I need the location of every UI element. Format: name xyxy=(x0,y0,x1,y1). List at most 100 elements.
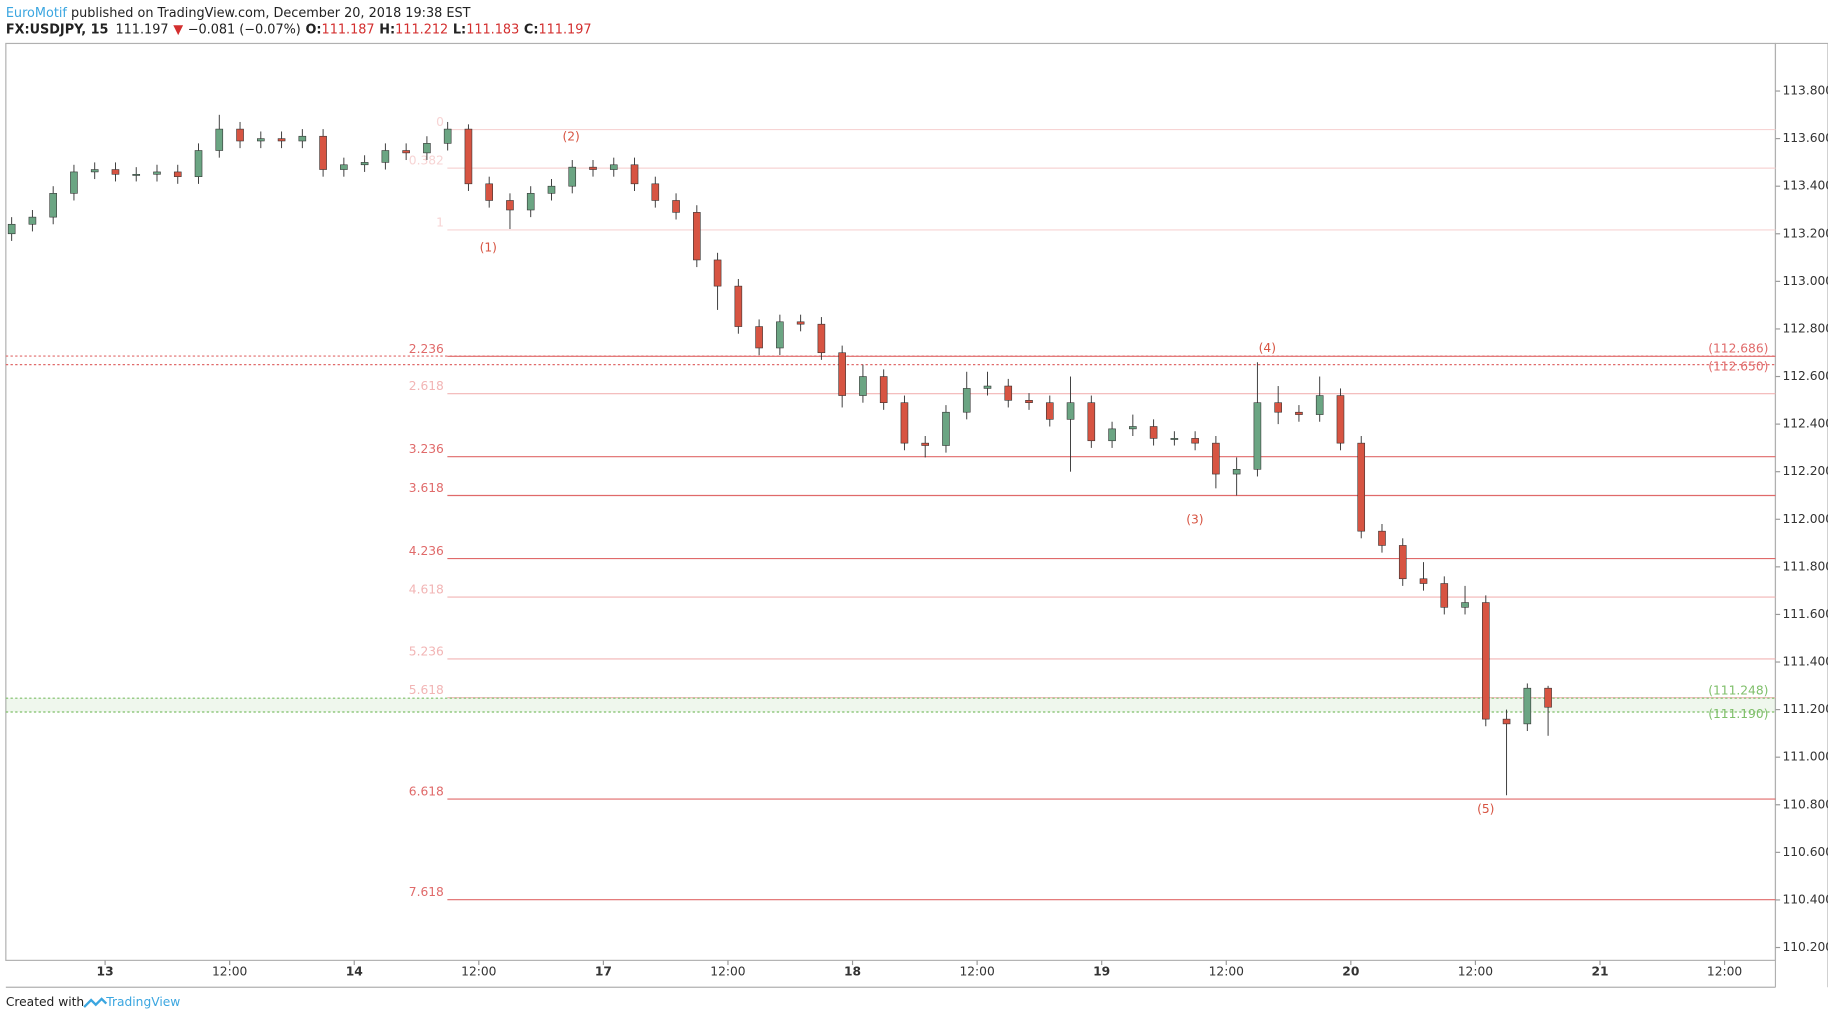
candle-body xyxy=(215,128,224,151)
candle-body xyxy=(1378,530,1386,546)
candle-body xyxy=(651,183,660,201)
fib-label: 5.618 xyxy=(409,683,444,697)
footer-brand: TradingView xyxy=(105,995,180,1009)
candle-body xyxy=(257,138,265,142)
x-tick-label: 20 xyxy=(1342,965,1359,979)
y-tick-label: 110.400 xyxy=(1782,892,1828,906)
candle-body xyxy=(526,193,535,211)
candle-body xyxy=(734,285,743,327)
candle-body xyxy=(1232,469,1241,475)
y-tick-label: 113.400 xyxy=(1782,179,1828,193)
candle-body xyxy=(1440,583,1449,608)
y-tick-label: 111.600 xyxy=(1782,607,1828,621)
candle-body xyxy=(1087,402,1096,442)
price-band xyxy=(5,698,1776,712)
candle-body xyxy=(70,171,78,194)
y-tick-label: 113.000 xyxy=(1782,274,1828,288)
fib-label: 6.618 xyxy=(409,785,444,799)
candle-body xyxy=(1398,545,1407,580)
candle-body xyxy=(319,135,327,170)
candle-body xyxy=(921,442,930,446)
candle-body xyxy=(402,150,410,154)
candle-body xyxy=(236,128,244,142)
candle-body xyxy=(1149,426,1158,439)
candle-body xyxy=(443,128,452,144)
candle-body xyxy=(132,174,141,176)
change-arrow: ▼ xyxy=(173,22,183,37)
candle-body xyxy=(506,200,514,211)
y-tick-label: 112.000 xyxy=(1782,512,1828,526)
candle-body xyxy=(609,164,618,170)
price-line-label: (112.650) xyxy=(1708,359,1768,373)
price-line-label: (112.686) xyxy=(1708,342,1768,356)
candle-body xyxy=(464,128,473,185)
candle-body xyxy=(962,388,971,413)
candle-body xyxy=(1274,402,1282,413)
fib-label: 4.236 xyxy=(409,544,444,558)
candle-body xyxy=(381,150,390,163)
footer-text: Created with xyxy=(6,995,84,1009)
candle-body xyxy=(360,162,369,166)
candle-body xyxy=(1253,402,1262,470)
wave-label: (3) xyxy=(1186,513,1203,527)
y-tick-label: 111.200 xyxy=(1782,702,1828,716)
candle-body xyxy=(49,193,57,218)
candle-body xyxy=(340,164,348,170)
last-price: 111.197 xyxy=(115,22,168,37)
candle-body xyxy=(817,323,826,354)
candle-body xyxy=(942,411,950,446)
change: −0.081 (−0.07%) xyxy=(188,22,301,37)
fib-label: 4.618 xyxy=(409,583,444,597)
ohlc-label: L: xyxy=(453,22,466,37)
candle-body xyxy=(1066,402,1075,420)
candle-body xyxy=(277,138,286,142)
published: published on TradingView.com, December 2… xyxy=(71,6,471,21)
y-tick-label: 112.400 xyxy=(1782,417,1828,431)
ohlc-label: O: xyxy=(305,22,321,37)
candle-body xyxy=(1045,402,1054,420)
fib-label: 7.618 xyxy=(409,885,444,899)
candle-body xyxy=(1502,718,1511,725)
symbol: FX:USDJPY, 15 xyxy=(6,22,109,37)
brand-logo xyxy=(83,997,108,1008)
fib-label: 0.382 xyxy=(409,154,444,168)
wave-label: (2) xyxy=(562,129,579,143)
ohlc-value: 111.197 xyxy=(538,22,591,37)
header-line: EuroMotif published on TradingView.com, … xyxy=(6,6,471,21)
candle-body xyxy=(630,164,639,185)
symbol-line: FX:USDJPY, 15 111.197 ▼ −0.081 (−0.07%) O:11… xyxy=(6,22,592,37)
x-tick-label: 14 xyxy=(346,965,363,979)
candle-body xyxy=(1461,602,1469,608)
wave-label: (5) xyxy=(1477,802,1494,816)
candle-body xyxy=(859,376,867,396)
candle-body xyxy=(879,376,888,403)
x-tick-label: 12:00 xyxy=(1707,965,1742,979)
candle-body xyxy=(1523,687,1532,725)
y-tick-label: 113.800 xyxy=(1782,84,1828,98)
x-tick-label: 12:00 xyxy=(959,965,994,979)
candle-body xyxy=(485,183,493,201)
ohlc-value: 111.187 xyxy=(322,22,375,37)
y-tick-label: 111.000 xyxy=(1782,750,1828,764)
candle-body xyxy=(983,385,992,389)
candle-body xyxy=(1357,442,1366,532)
x-tick-label: 17 xyxy=(595,965,612,979)
candle-body xyxy=(111,169,120,175)
candle-body xyxy=(423,143,431,154)
x-tick-label: 12:00 xyxy=(710,965,745,979)
y-tick-label: 111.800 xyxy=(1782,559,1828,573)
candle-body xyxy=(547,185,556,194)
wave-label: (4) xyxy=(1259,341,1276,355)
candle-body xyxy=(776,321,784,349)
x-tick-label: 12:00 xyxy=(461,965,496,979)
y-tick-label: 112.600 xyxy=(1782,369,1828,383)
candle-body xyxy=(672,200,680,213)
ohlc-value: 111.212 xyxy=(395,22,448,37)
price-line-label: (111.248) xyxy=(1708,684,1768,698)
ohlc-value: 111.183 xyxy=(466,22,519,37)
candle-body xyxy=(1482,602,1490,720)
candle-body xyxy=(1315,395,1324,415)
candle-body xyxy=(589,166,597,170)
candle-body xyxy=(713,259,722,287)
